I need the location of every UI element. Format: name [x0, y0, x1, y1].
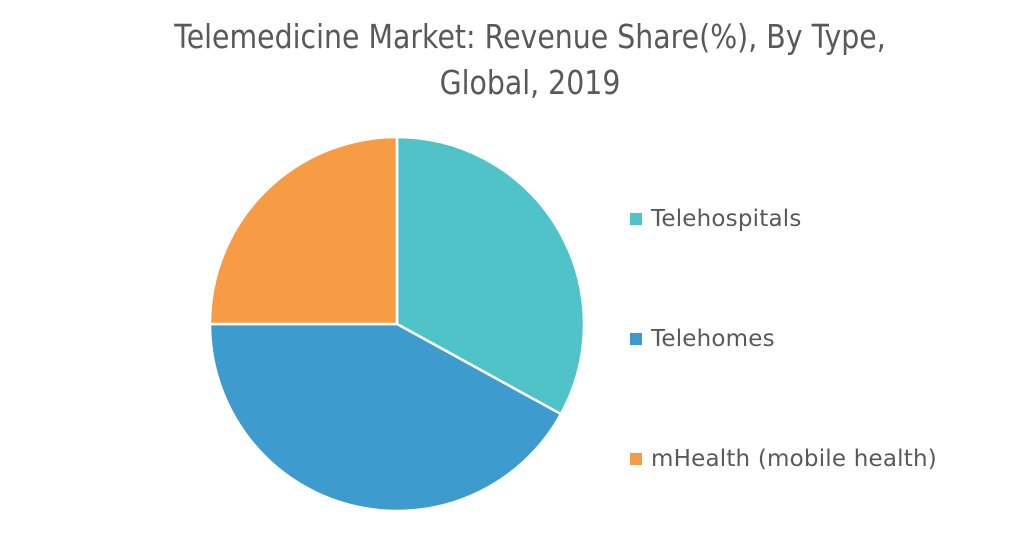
- pie-slices: [208, 135, 586, 513]
- chart-title-line-2: Global, 2019: [439, 63, 621, 102]
- legend-label: Telehospitals: [651, 206, 802, 232]
- legend-swatch-mhealth: [630, 453, 642, 465]
- legend-item-telehomes: Telehomes: [630, 326, 775, 352]
- chart-title-line-1: Telemedicine Market: Revenue Share(%), B…: [174, 17, 886, 56]
- legend-label: mHealth (mobile health): [651, 446, 937, 472]
- legend-swatch-telehospitals: [630, 213, 642, 225]
- legend-label: Telehomes: [651, 326, 775, 352]
- legend-item-telehospitals: Telehospitals: [630, 206, 802, 232]
- pie-slice-telehospitals: [395, 135, 586, 416]
- legend-item-mhealth: mHealth (mobile health): [630, 446, 937, 472]
- pie-slice-telehomes: [208, 322, 563, 513]
- chart-title: Telemedicine Market: Revenue Share(%), B…: [160, 14, 900, 106]
- legend-swatch-telehomes: [630, 333, 642, 345]
- pie-slice-mhealth-mobile-health: [208, 135, 399, 326]
